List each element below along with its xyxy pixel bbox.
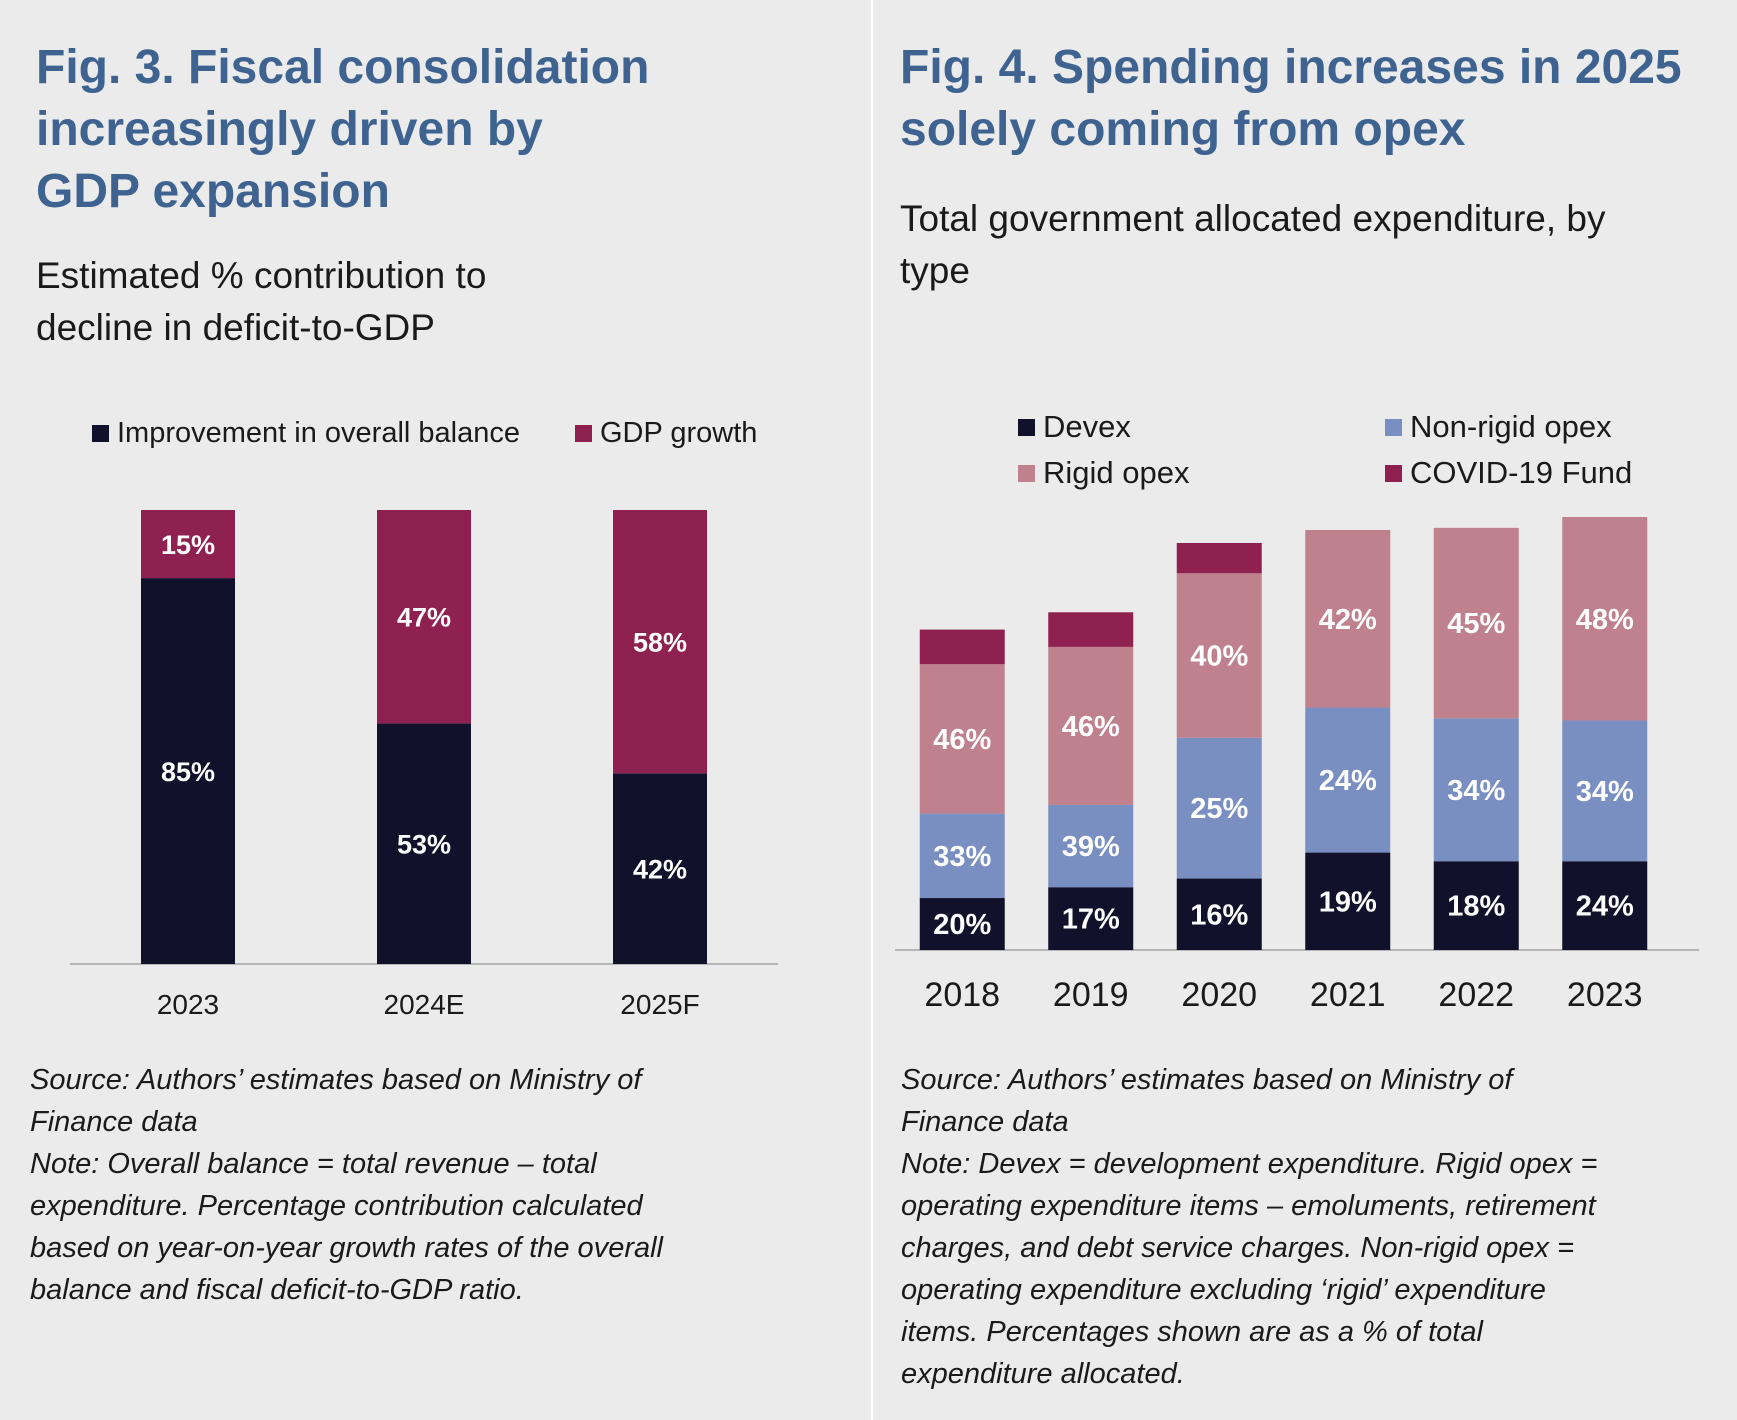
figure-3-note: Note: Overall balance = total revenue – … — [30, 1148, 663, 1306]
legend-swatch — [1018, 418, 1035, 436]
figure-3-source: Source: Authors’ estimates based on Mini… — [30, 1064, 642, 1138]
data-label: 24% — [1319, 765, 1377, 797]
figure-3-footnote: Source: Authors’ estimates based on Mini… — [30, 1059, 850, 1311]
legend-item-devex: Devex — [1018, 409, 1131, 445]
data-label: 42% — [633, 855, 687, 885]
legend-swatch — [575, 425, 592, 442]
data-label: 34% — [1576, 776, 1634, 808]
bar-covid-19-fund-2018 — [919, 629, 1005, 665]
bar-non-rigid-opex-2022 — [1433, 718, 1519, 862]
legend-label: GDP growth — [600, 417, 758, 449]
bar-rigid-opex-2021 — [1305, 529, 1391, 708]
bar-devex-2020 — [1176, 878, 1262, 950]
legend-item-covid-19-fund: COVID-19 Fund — [1385, 455, 1632, 491]
legend-swatch — [1018, 464, 1035, 482]
figure-4-title: Fig. 4. Spending increases in 2025 solel… — [900, 41, 1682, 156]
data-label: 39% — [1062, 831, 1120, 863]
data-label: 45% — [1447, 608, 1505, 640]
bar-improvement-in-overall-balance-2023 — [141, 578, 235, 964]
data-label: 85% — [161, 757, 215, 787]
data-label: 20% — [933, 909, 991, 941]
figure-3-chart: 85% 15% 2023 53% 47% 2024E 42% 58% 2025F — [70, 510, 778, 1020]
bar-gdp-growth-2023 — [141, 510, 235, 579]
bar-improvement-in-overall-balance-2025f — [613, 773, 707, 964]
legend-label: COVID-19 Fund — [1410, 455, 1633, 490]
data-label: 40% — [1190, 641, 1248, 673]
bar-rigid-opex-2022 — [1433, 527, 1519, 719]
x-tick-label: 2023 — [157, 989, 219, 1020]
data-label: 19% — [1319, 886, 1377, 918]
data-label: 33% — [933, 841, 991, 873]
bar-non-rigid-opex-2023 — [1562, 720, 1648, 862]
bar-devex-2022 — [1433, 861, 1519, 950]
bar-non-rigid-opex-2019 — [1048, 804, 1134, 888]
bar-devex-2018 — [919, 898, 1005, 950]
x-tick-label: 2019 — [1053, 976, 1129, 1014]
x-tick-label: 2023 — [1567, 976, 1643, 1014]
bar-rigid-opex-2019 — [1048, 646, 1134, 805]
bar-gdp-growth-2025f — [613, 510, 707, 774]
data-label: 46% — [1062, 711, 1120, 743]
data-label: 15% — [161, 530, 215, 560]
figure-3-panel: Fig. 3. Fiscal consolidation increasingl… — [30, 41, 850, 1311]
legend-label: Improvement in overall balance — [117, 417, 520, 449]
figure-4-subtitle: Total government allocated expenditure, … — [900, 198, 1606, 291]
data-label: 53% — [397, 830, 451, 860]
x-tick-label: 2020 — [1181, 976, 1257, 1014]
bar-rigid-opex-2018 — [919, 664, 1005, 814]
data-label: 17% — [1062, 904, 1120, 936]
figure-4-panel: Fig. 4. Spending increases in 2025 solel… — [873, 0, 1737, 1420]
data-label: 48% — [1576, 604, 1634, 636]
data-label: 42% — [1319, 604, 1377, 636]
figure-4-footnote: Source: Authors’ estimates based on Mini… — [901, 1059, 1731, 1395]
bar-covid-19-fund-2019 — [1048, 612, 1134, 647]
data-label: 58% — [633, 628, 687, 658]
bar-non-rigid-opex-2020 — [1176, 737, 1262, 879]
data-label: 46% — [933, 724, 991, 756]
panel-divider — [871, 0, 873, 1420]
x-tick-label: 2022 — [1438, 976, 1514, 1014]
legend-label: Devex — [1043, 409, 1131, 444]
x-tick-label: 2025F — [620, 989, 699, 1020]
legend-item-gdp-growth: GDP growth — [575, 417, 757, 450]
bar-devex-2019 — [1048, 887, 1134, 950]
figure-3-title: Fig. 3. Fiscal consolidation increasingl… — [36, 41, 650, 218]
legend-item-overall-balance: Improvement in overall balance — [92, 417, 520, 450]
bar-devex-2021 — [1305, 852, 1391, 950]
bar-non-rigid-opex-2021 — [1305, 707, 1391, 853]
legend-item-rigid-opex: Rigid opex — [1018, 455, 1189, 491]
bar-covid-19-fund-2020 — [1176, 542, 1262, 574]
legend-label: Non-rigid opex — [1410, 409, 1612, 444]
figure-4-source: Source: Authors’ estimates based on Mini… — [901, 1064, 1513, 1138]
x-tick-label: 2024E — [384, 989, 465, 1020]
bar-gdp-growth-2024e — [377, 510, 471, 724]
legend-swatch — [1385, 464, 1402, 482]
figure-4-note: Note: Devex = development expenditure. R… — [901, 1148, 1598, 1390]
legend-swatch — [1385, 418, 1402, 436]
bar-rigid-opex-2020 — [1176, 573, 1262, 738]
x-tick-label: 2018 — [924, 976, 1000, 1014]
figure-3-subtitle: Estimated % contribution to decline in d… — [36, 255, 487, 348]
data-label: 24% — [1576, 891, 1634, 923]
bar-rigid-opex-2023 — [1562, 517, 1648, 721]
data-label: 34% — [1447, 775, 1505, 807]
x-tick-label: 2021 — [1310, 976, 1386, 1014]
data-label: 16% — [1190, 899, 1248, 931]
data-label: 47% — [397, 603, 451, 633]
bar-non-rigid-opex-2018 — [919, 813, 1005, 899]
data-label: 25% — [1190, 793, 1248, 825]
legend-swatch — [92, 425, 109, 442]
data-label: 18% — [1447, 891, 1505, 923]
figure-4-chart: 20% 33% 46% 2018 17% 39% 46% 2019 16% 25% 40% 2020 1… — [895, 517, 1699, 1014]
bar-devex-2023 — [1562, 861, 1648, 950]
legend-label: Rigid opex — [1043, 455, 1190, 490]
bar-improvement-in-overall-balance-2024e — [377, 723, 471, 964]
legend-item-non-rigid-opex: Non-rigid opex — [1385, 409, 1612, 445]
